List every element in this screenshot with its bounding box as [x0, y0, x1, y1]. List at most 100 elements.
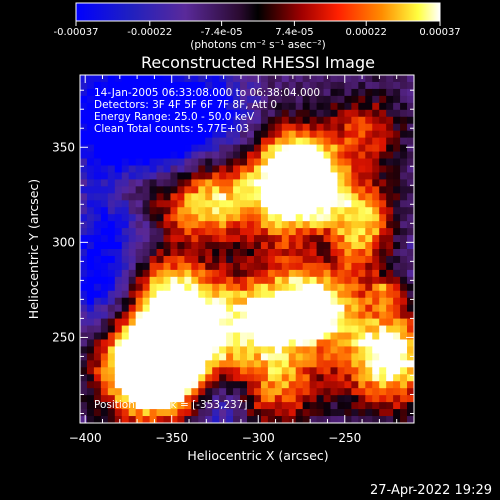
- heatmap-cell: [274, 409, 283, 417]
- heatmap-cell: [240, 95, 248, 104]
- heatmap-cell: [337, 290, 346, 299]
- heatmap-cell: [212, 130, 220, 139]
- heatmap-cell: [337, 207, 346, 215]
- heatmap-cell: [344, 381, 352, 389]
- heatmap-cell: [226, 165, 234, 174]
- heatmap-cell: [247, 402, 255, 410]
- heatmap-cell: [170, 144, 179, 153]
- heatmap-cell: [177, 374, 185, 382]
- heatmap-cell: [330, 186, 339, 194]
- heatmap-cell: [212, 221, 220, 229]
- heatmap-cell: [400, 214, 408, 222]
- heatmap-cell: [407, 109, 414, 118]
- heatmap-cell: [274, 144, 283, 153]
- heatmap-cell: [386, 116, 394, 125]
- heatmap-cell: [302, 186, 311, 194]
- heatmap-cell: [379, 409, 387, 417]
- heatmap-cell: [114, 388, 123, 396]
- heatmap-cell: [233, 388, 241, 396]
- heatmap-cell: [274, 297, 283, 306]
- heatmap-cell: [365, 304, 373, 313]
- heatmap-cell: [407, 179, 414, 187]
- heatmap-cell: [142, 395, 151, 403]
- heatmap-cell: [393, 332, 401, 341]
- heatmap-cell: [260, 262, 269, 271]
- heatmap-cell: [156, 207, 165, 215]
- heatmap-cell: [400, 88, 408, 97]
- heatmap-cell: [281, 151, 290, 160]
- heatmap-cell: [330, 339, 339, 348]
- heatmap-cell: [128, 221, 137, 229]
- heatmap-cell: [372, 276, 380, 285]
- heatmap-cell: [177, 283, 185, 292]
- heatmap-cell: [288, 367, 297, 375]
- heatmap-cell: [107, 339, 116, 348]
- heatmap-cell: [358, 116, 366, 125]
- heatmap-cell: [149, 249, 158, 257]
- heatmap-cell: [142, 193, 151, 201]
- heatmap-cell: [135, 346, 144, 354]
- heatmap-cell: [184, 214, 192, 222]
- heatmap-cell: [191, 109, 199, 118]
- heatmap-cell: [128, 262, 137, 271]
- heatmap-cell: [121, 388, 130, 396]
- heatmap-cell: [240, 102, 248, 111]
- heatmap-cell: [170, 158, 179, 167]
- heatmap-cell: [386, 88, 394, 97]
- heatmap-cell: [288, 207, 297, 215]
- heatmap-cell: [191, 228, 199, 236]
- heatmap-cell: [288, 262, 297, 271]
- heatmap-cell: [107, 395, 116, 403]
- heatmap-cell: [386, 249, 394, 257]
- heatmap-cell: [407, 402, 414, 410]
- heatmap-cell: [323, 339, 332, 348]
- heatmap-cell: [107, 109, 116, 118]
- heatmap-cell: [170, 179, 179, 187]
- heatmap-cell: [191, 249, 199, 257]
- heatmap-cell: [281, 200, 290, 208]
- heatmap-cell: [295, 158, 304, 167]
- heatmap-cell: [149, 276, 158, 285]
- heatmap-cell: [191, 374, 199, 382]
- heatmap-cell: [149, 137, 158, 146]
- heatmap-cell: [163, 283, 172, 292]
- heatmap-cell: [93, 193, 102, 201]
- heatmap-cell: [330, 88, 339, 97]
- heatmap-cell: [219, 255, 227, 264]
- heatmap-cell: [163, 151, 172, 160]
- heatmap-cell: [184, 332, 192, 341]
- heatmap-cell: [240, 381, 248, 389]
- heatmap-cell: [191, 325, 199, 334]
- heatmap-cell: [302, 116, 311, 125]
- heatmap-cell: [226, 172, 234, 180]
- heatmap-cell: [107, 165, 116, 174]
- heatmap-cell: [86, 165, 95, 174]
- heatmap-cell: [288, 116, 297, 125]
- heatmap-cell: [288, 290, 297, 299]
- heatmap-cell: [163, 255, 172, 264]
- heatmap-cell: [114, 332, 123, 341]
- heatmap-cell: [337, 172, 346, 180]
- heatmap-cell: [372, 130, 380, 139]
- heatmap-cell: [93, 186, 102, 194]
- heatmap-cell: [344, 304, 352, 313]
- heatmap-cell: [267, 395, 276, 403]
- heatmap-cell: [309, 242, 318, 250]
- heatmap-cell: [86, 353, 95, 361]
- heatmap-cell: [142, 339, 151, 348]
- heatmap-cell: [142, 409, 151, 417]
- heatmap-cell: [93, 88, 102, 97]
- heatmap-cell: [393, 249, 401, 257]
- heatmap-cell: [93, 109, 102, 118]
- heatmap-cell: [253, 353, 262, 361]
- heatmap-cell: [149, 172, 158, 180]
- heatmap-cell: [365, 402, 373, 410]
- heatmap-cell: [393, 283, 401, 292]
- heatmap-cell: [121, 235, 130, 243]
- heatmap-cell: [198, 353, 206, 361]
- heatmap-cell: [323, 311, 332, 320]
- heatmap-cell: [260, 214, 269, 222]
- heatmap-cell: [184, 276, 192, 285]
- heatmap-cell: [184, 290, 192, 299]
- heatmap-cell: [247, 255, 255, 264]
